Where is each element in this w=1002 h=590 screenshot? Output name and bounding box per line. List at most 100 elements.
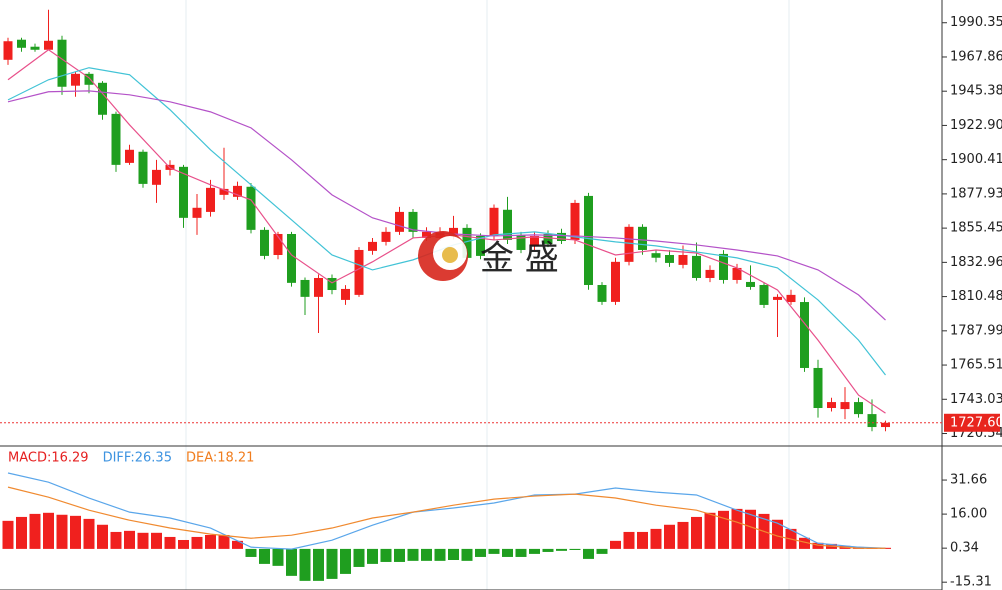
indicator-line: [7, 486, 886, 549]
candle-body: [773, 296, 782, 300]
macd-bar: [745, 509, 756, 549]
y-tick-label: 31.66: [950, 473, 987, 488]
macd-bar: [110, 531, 122, 549]
candle-body: [30, 46, 40, 50]
candle-body: [462, 227, 472, 258]
indicator-line: [7, 472, 886, 550]
macd-bar: [299, 548, 311, 581]
indicator-label: DEA:18.21: [186, 451, 255, 466]
candle-body: [746, 281, 755, 287]
candle-body: [260, 229, 269, 256]
macd-bar: [691, 516, 702, 549]
candle-body: [692, 255, 701, 278]
candle-body: [273, 233, 283, 255]
candle-body: [84, 73, 94, 85]
macd-bar: [272, 548, 284, 566]
macd-bar: [232, 540, 243, 549]
candle-body: [476, 235, 485, 256]
candle-body: [246, 186, 256, 230]
y-tick-label: 1810.48: [950, 289, 1002, 304]
macd-bar: [326, 548, 338, 579]
candle-body: [111, 113, 121, 165]
macd-bar: [394, 548, 405, 562]
candle-body: [570, 202, 580, 240]
last-price-label: 1727.60: [950, 415, 1002, 430]
y-tick-label: 1787.99: [950, 323, 1002, 338]
y-tick-label: 1877.93: [950, 186, 1002, 201]
macd-bar: [43, 512, 54, 549]
macd-bar: [178, 539, 189, 549]
candle-body: [503, 209, 512, 240]
candle-body: [314, 277, 323, 297]
y-tick-label: 1900.41: [950, 152, 1002, 167]
macd-bar: [286, 548, 297, 576]
macd-bar: [461, 548, 473, 561]
macd-bar: [502, 548, 513, 557]
y-tick-label: 1922.90: [950, 118, 1002, 133]
indicator-line: [7, 67, 886, 376]
candle-body: [800, 302, 809, 368]
candle-body: [57, 39, 67, 87]
candle-body: [368, 241, 377, 251]
macd-bar: [29, 513, 41, 549]
y-tick-label: 0.34: [950, 541, 979, 556]
candle-body: [611, 261, 620, 302]
macd-bar: [191, 536, 203, 549]
candle-body: [759, 284, 769, 305]
candle-body: [665, 254, 674, 263]
candle-body: [138, 151, 148, 184]
macd-bar: [488, 548, 500, 554]
candle-body: [206, 187, 215, 212]
y-tick-label: 1743.03: [950, 392, 1002, 407]
candle-body: [422, 231, 431, 238]
macd-bar: [70, 515, 81, 549]
macd-bar: [799, 537, 810, 549]
macd-bar: [259, 548, 270, 564]
candle-body: [813, 367, 823, 409]
macd-bar: [164, 536, 176, 549]
candle-body: [584, 195, 593, 285]
candle-body: [543, 233, 553, 244]
candle-body: [341, 288, 350, 300]
y-tick-label: 16.00: [950, 507, 987, 522]
y-tick-label: 1855.45: [950, 221, 1002, 236]
candle-body: [233, 185, 242, 197]
macd-bar: [650, 528, 662, 549]
candle-body: [408, 211, 418, 232]
candle-body: [489, 207, 499, 236]
candle-body: [98, 82, 107, 115]
candle-body: [300, 279, 310, 297]
candle-body: [678, 254, 688, 265]
macd-bar: [529, 548, 540, 554]
last-price-tag: [944, 413, 1000, 432]
macd-bar: [569, 548, 581, 550]
candle-body: [854, 402, 863, 415]
candle-body: [381, 231, 391, 242]
candle-body: [179, 166, 188, 218]
candle-body: [867, 414, 877, 428]
indicator-label: MACD:16.29: [8, 451, 89, 466]
y-tick-label: 1832.96: [950, 255, 1002, 270]
macd-bar: [16, 516, 27, 549]
macd-bar: [731, 508, 743, 549]
macd-bar: [515, 548, 527, 557]
candle-body: [840, 402, 850, 410]
candle-body: [638, 226, 647, 250]
y-tick-label: -15.31: [950, 575, 992, 590]
candle-body: [125, 149, 134, 163]
candle-body: [395, 211, 404, 232]
macd-bar: [97, 524, 108, 549]
macd-bar: [623, 531, 635, 549]
candle-body: [17, 39, 26, 48]
macd-bar: [583, 548, 594, 559]
y-tick-label: 1945.38: [950, 84, 1002, 99]
candle-body: [651, 253, 661, 258]
candle-body: [732, 267, 742, 280]
candle-body: [705, 269, 715, 278]
macd-bar: [83, 518, 95, 549]
macd-bar: [448, 548, 459, 560]
candle-body: [786, 294, 796, 303]
macd-bar: [218, 534, 230, 549]
macd-bar: [124, 530, 135, 549]
